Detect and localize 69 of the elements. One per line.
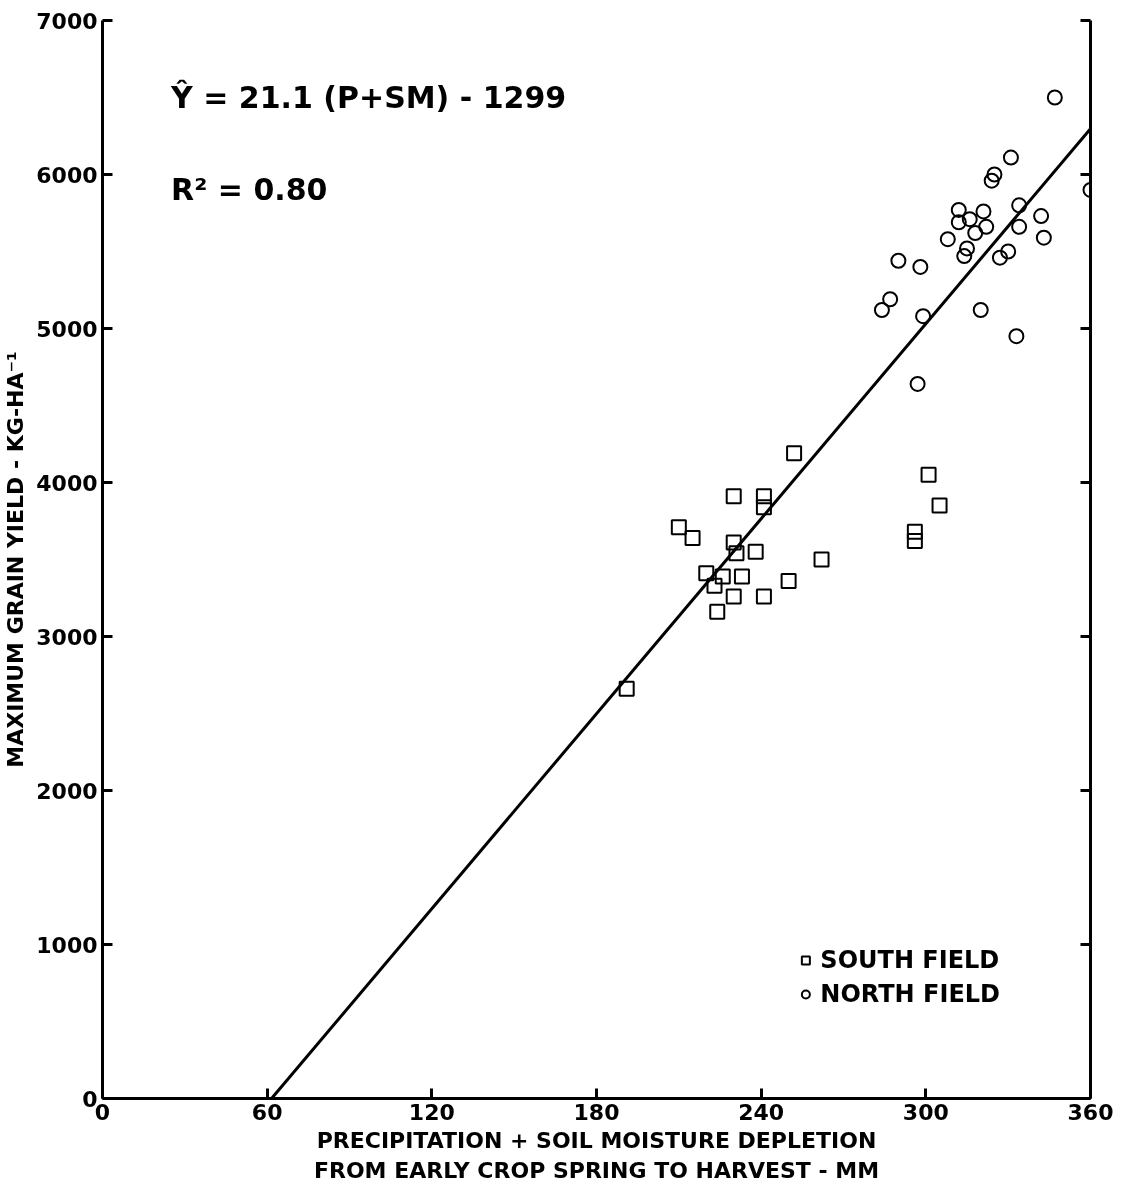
point (950, 201, 967, 218)
point (755, 488, 772, 505)
point (920, 466, 937, 483)
point (967, 225, 984, 242)
point (1000, 243, 1017, 260)
x-tick-label: 60 (251, 1099, 283, 1125)
point (909, 375, 926, 392)
point (706, 577, 723, 594)
point (906, 523, 923, 540)
annotation: Ŷ = 21.1 (P+SM) - 1299 (170, 79, 567, 115)
x-axis-title: PRECIPITATION + SOIL MOISTURE DEPLETION FROM EARLY CROP SPRING TO HARVEST - MM (313, 1127, 880, 1183)
point (873, 302, 890, 319)
point (698, 565, 715, 582)
x-tick-label: 300 (902, 1099, 949, 1125)
point (915, 308, 932, 325)
x-tick-label: 360 (1067, 1099, 1114, 1125)
point (961, 211, 978, 228)
point (670, 519, 687, 536)
point (1035, 229, 1052, 246)
point (956, 248, 973, 265)
point (725, 534, 742, 551)
point (1011, 218, 1028, 235)
point (1046, 89, 1063, 106)
legend-label: SOUTH FIELD (820, 946, 1000, 974)
point (950, 214, 967, 231)
x-tick-label: 180 (573, 1099, 620, 1125)
y-axis-title: MAXIMUM GRAIN YIELD - KG-HA⁻¹ (3, 351, 29, 768)
point (912, 258, 929, 275)
point (780, 573, 797, 590)
point (755, 588, 772, 605)
point (986, 166, 1003, 183)
y-tick-label: 2000 (36, 778, 98, 804)
point (618, 680, 635, 697)
point (906, 533, 923, 550)
point (813, 551, 830, 568)
point (991, 249, 1008, 266)
point (725, 588, 742, 605)
point (959, 240, 975, 257)
x-tick-label: 120 (408, 1099, 455, 1125)
point (978, 218, 995, 235)
point (747, 543, 764, 560)
point (786, 445, 803, 462)
annotation: R² = 0.80 (171, 172, 328, 208)
y-tick-label: 6000 (36, 162, 98, 188)
point (709, 603, 726, 620)
point (882, 291, 899, 308)
x-tick-label: 240 (738, 1099, 785, 1125)
point (728, 545, 745, 562)
point (725, 488, 742, 505)
point (1011, 197, 1028, 214)
point (755, 499, 772, 516)
y-tick-label: 3000 (36, 624, 98, 650)
y-tick-label: 1000 (36, 932, 98, 958)
point (1002, 149, 1019, 166)
point (972, 302, 989, 319)
y-tick-label: 5000 (36, 316, 98, 342)
point (714, 568, 731, 585)
point (975, 203, 992, 220)
legend-label: NORTH FIELD (820, 980, 1000, 1008)
point (890, 252, 907, 269)
point (983, 172, 1000, 189)
point (1033, 208, 1050, 225)
y-tick-label: 4000 (36, 470, 98, 496)
point (733, 568, 750, 585)
point (684, 529, 701, 546)
y-tick-label: 7000 (36, 8, 98, 34)
point (931, 497, 948, 514)
point (939, 231, 956, 248)
point (1008, 328, 1025, 345)
